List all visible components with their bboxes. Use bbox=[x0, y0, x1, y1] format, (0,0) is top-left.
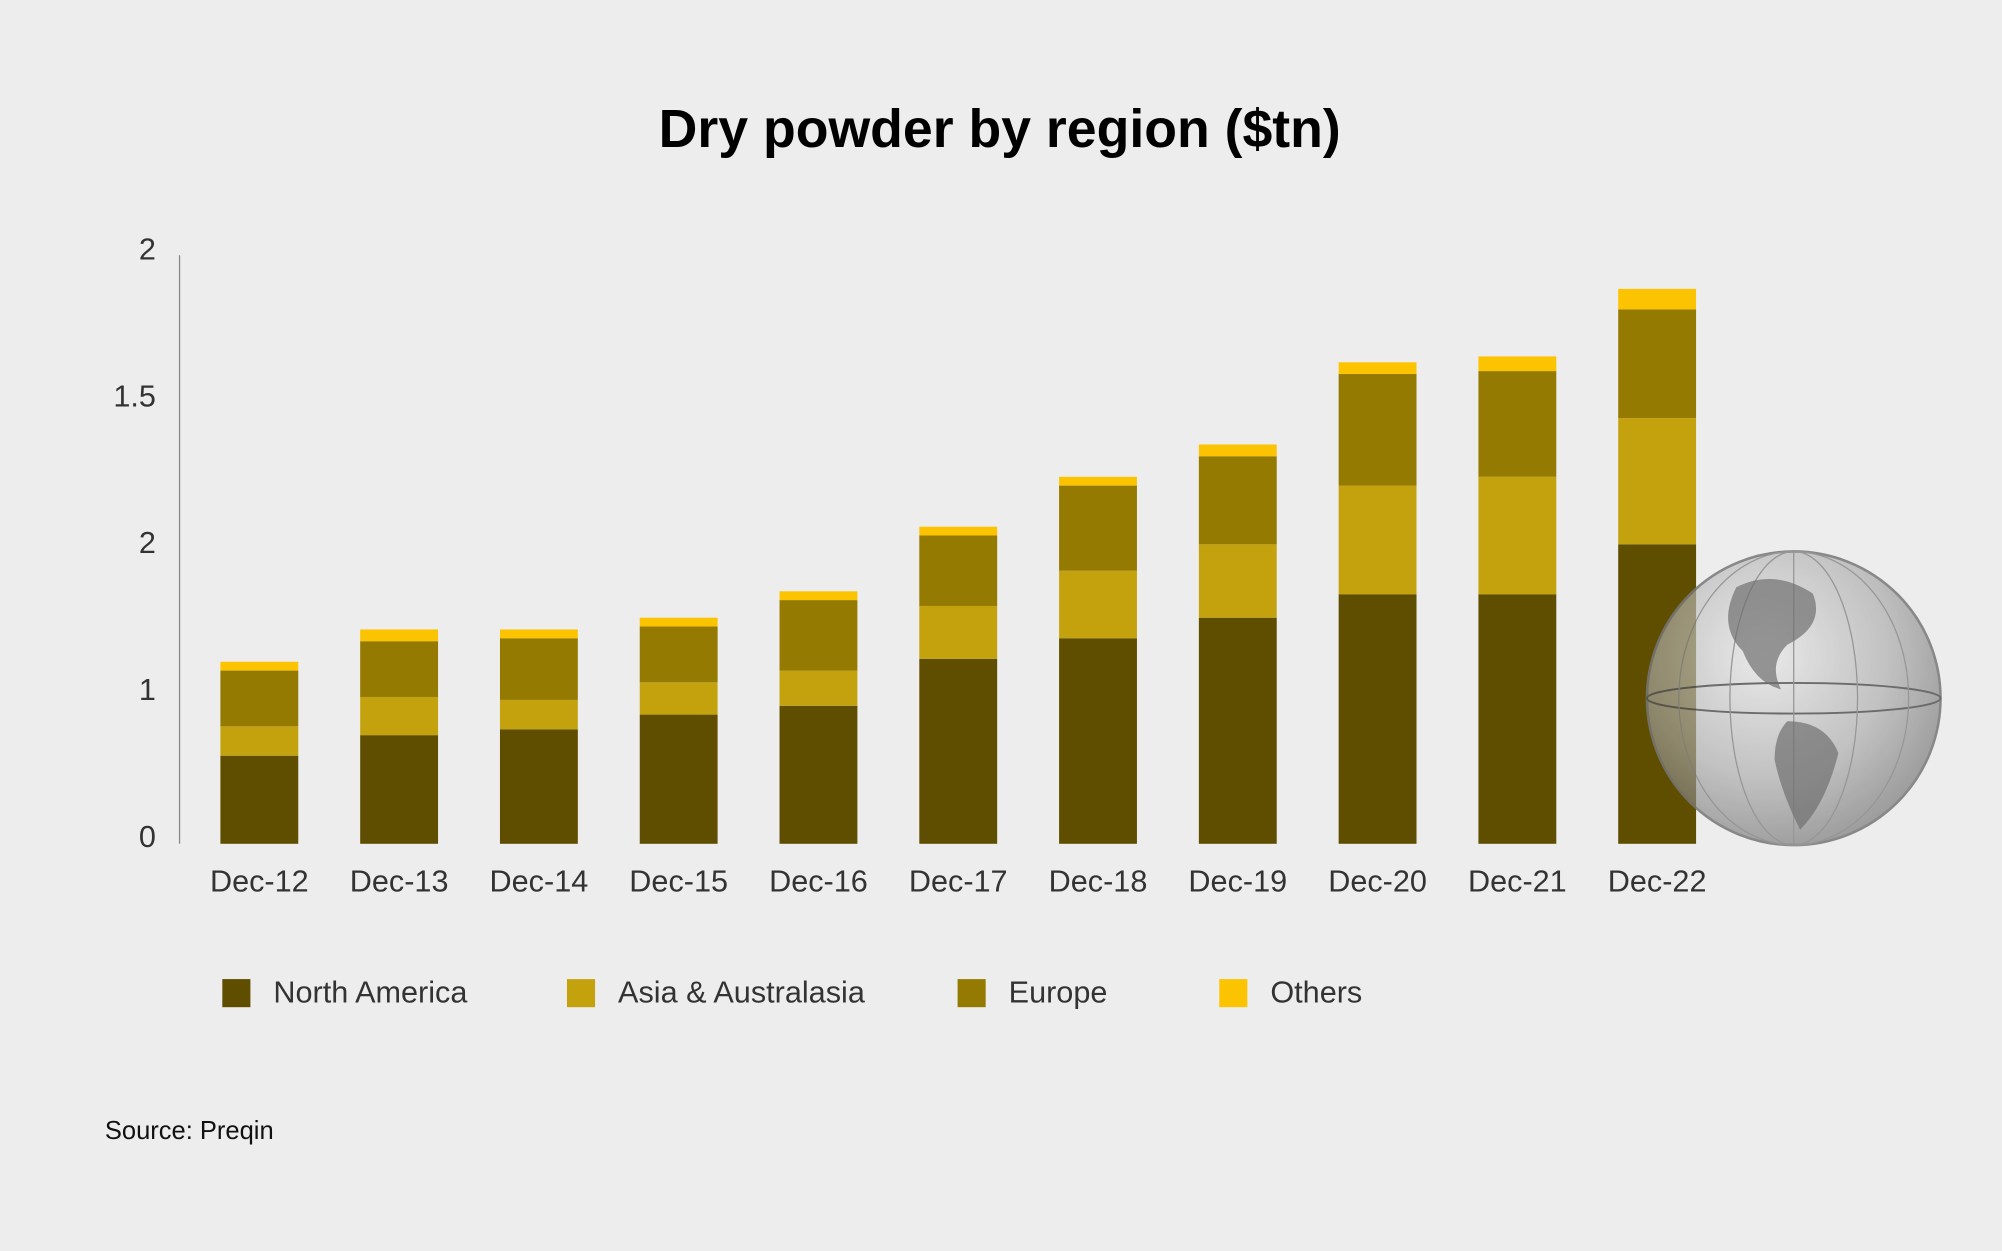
x-tick-label: Dec-17 bbox=[909, 864, 1008, 898]
bar-segment bbox=[1198, 617, 1277, 844]
legend-label: Europe bbox=[1009, 976, 1108, 1010]
bar-segment bbox=[1478, 594, 1557, 844]
legend-swatch bbox=[222, 979, 251, 1008]
legend-label: North America bbox=[273, 976, 468, 1010]
bar-segment bbox=[639, 682, 718, 715]
bar-segment bbox=[360, 696, 439, 736]
x-tick-label: Dec-20 bbox=[1328, 864, 1427, 898]
bar-segment bbox=[360, 641, 439, 697]
source-note: Source: Preqin bbox=[105, 1117, 274, 1145]
bar-segment bbox=[499, 699, 578, 730]
bar-segment bbox=[220, 726, 299, 756]
bar-segment bbox=[919, 605, 998, 659]
chart-title: Dry powder by region ($tn) bbox=[659, 99, 1341, 159]
x-tick-label: Dec-18 bbox=[1049, 864, 1148, 898]
bar-segment bbox=[1059, 485, 1137, 571]
legend-label: Others bbox=[1270, 976, 1362, 1010]
bar-segment bbox=[220, 661, 299, 671]
bar-segment bbox=[1338, 374, 1417, 486]
bar-segment bbox=[1478, 371, 1557, 477]
bar-segment bbox=[1478, 356, 1557, 372]
bar-segment bbox=[1059, 638, 1137, 844]
bar-segment bbox=[1198, 456, 1277, 545]
bar-segment bbox=[360, 629, 439, 642]
bar-segment bbox=[1198, 544, 1277, 618]
x-tick-label: Dec-19 bbox=[1188, 864, 1287, 898]
legend-swatch bbox=[1219, 979, 1248, 1008]
bar-segment bbox=[779, 705, 858, 844]
y-tick-label: 0 bbox=[139, 820, 156, 854]
y-tick-label: 1.5 bbox=[113, 379, 156, 413]
x-tick-label: Dec-15 bbox=[629, 864, 728, 898]
bar-segment bbox=[220, 755, 299, 844]
y-tick-label: 2 bbox=[139, 526, 156, 560]
bar-segment bbox=[1618, 418, 1697, 545]
bar-segment bbox=[499, 729, 578, 844]
y-tick-label: 1 bbox=[139, 673, 156, 707]
x-tick-label: Dec-12 bbox=[210, 864, 309, 898]
bar-segment bbox=[1059, 570, 1137, 639]
bar-segment bbox=[779, 591, 858, 601]
bar-segment bbox=[1338, 362, 1417, 375]
bar-segment bbox=[1059, 476, 1137, 486]
globe bbox=[1645, 550, 1942, 847]
bar-segment bbox=[919, 658, 998, 844]
x-tick-label: Dec-13 bbox=[350, 864, 449, 898]
legend-label: Asia & Australasia bbox=[618, 976, 866, 1010]
x-tick-label: Dec-16 bbox=[769, 864, 868, 898]
y-tick-label: 2 bbox=[139, 233, 156, 267]
bar-segment bbox=[1338, 594, 1417, 844]
bar-segment bbox=[360, 735, 439, 844]
x-tick-label: Dec-14 bbox=[490, 864, 589, 898]
bar-segment bbox=[1618, 288, 1697, 310]
bar-segment bbox=[1618, 309, 1697, 419]
bar-segment bbox=[499, 629, 578, 639]
x-tick-label: Dec-22 bbox=[1608, 864, 1707, 898]
bar-segment bbox=[1478, 476, 1557, 595]
bar-segment bbox=[220, 670, 299, 727]
bar-segment bbox=[919, 526, 998, 536]
legend-swatch bbox=[566, 979, 596, 1008]
bar-segment bbox=[919, 535, 998, 606]
bar-segment bbox=[639, 617, 718, 627]
bar-segment bbox=[639, 714, 718, 844]
plot-area bbox=[220, 288, 1697, 844]
bar-segment bbox=[779, 600, 858, 671]
legend-swatch bbox=[957, 979, 986, 1008]
bar-segment bbox=[1338, 485, 1417, 595]
bar-segment bbox=[1198, 444, 1277, 457]
bar-segment bbox=[779, 670, 858, 706]
x-tick-label: Dec-21 bbox=[1468, 864, 1567, 898]
bar-segment bbox=[499, 638, 578, 700]
bar-segment bbox=[639, 626, 718, 683]
